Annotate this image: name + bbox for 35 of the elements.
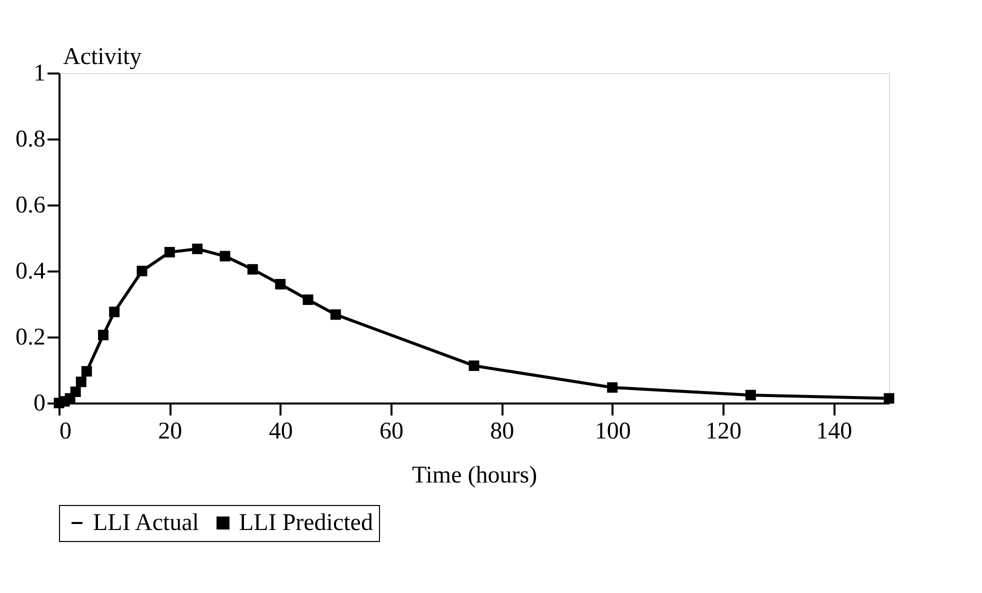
- point: [109, 306, 120, 318]
- x-tick-label: 140: [816, 418, 852, 444]
- x-tick-label: 60: [380, 418, 404, 444]
- y-axis-title: Activity: [63, 44, 142, 70]
- x-tick-label: 100: [594, 418, 631, 444]
- point: [164, 246, 175, 258]
- point: [192, 244, 203, 254]
- point: [330, 309, 341, 320]
- point: [81, 366, 92, 377]
- point: [98, 330, 109, 340]
- point: [70, 386, 81, 398]
- point: [247, 264, 258, 275]
- point: [302, 294, 314, 305]
- point: [468, 360, 480, 371]
- x-tick-label: 20: [158, 418, 182, 444]
- y-tick-label: 0.2: [16, 324, 46, 350]
- x-axis-title: Time (hours): [412, 462, 538, 488]
- legend-label: LLI Actual: [93, 510, 200, 536]
- point: [76, 376, 86, 388]
- point: [275, 278, 286, 290]
- x-tick-label: 40: [268, 418, 293, 444]
- y-tick-label: 1: [34, 60, 46, 86]
- y-tick-label: 0: [34, 390, 46, 416]
- x-tick-label: 80: [490, 418, 514, 444]
- y-tick-label: 0.8: [16, 126, 46, 152]
- y-tick-label: 0.6: [16, 192, 46, 218]
- point: [745, 390, 756, 400]
- legend-label: LLI Predicted: [239, 510, 373, 536]
- x-tick-label: 120: [706, 418, 742, 444]
- y-tick-label: 0.4: [16, 258, 46, 284]
- x-tick-label: 0: [60, 418, 72, 444]
- point: [884, 393, 894, 404]
- point: [607, 382, 618, 393]
- point: [136, 266, 148, 276]
- point: [220, 250, 230, 262]
